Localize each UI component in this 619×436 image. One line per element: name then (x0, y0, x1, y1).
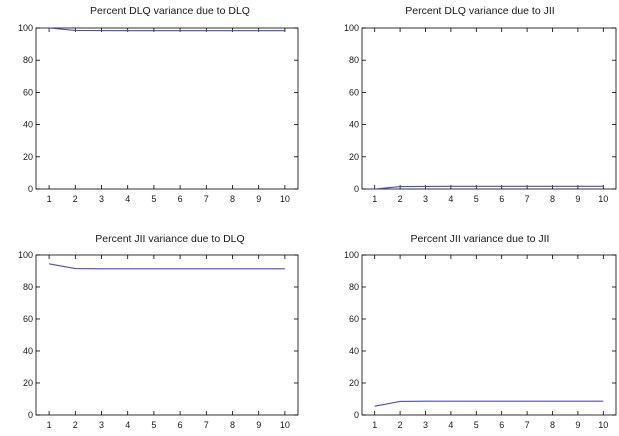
x-tick-label: 5 (474, 420, 479, 430)
x-tick-label: 1 (47, 194, 52, 204)
y-tick-labels: 0 20 40 60 80 100 (18, 250, 33, 420)
x-tick-label: 8 (230, 420, 235, 430)
y-tick-label: 60 (23, 87, 33, 97)
y-tick-label: 80 (23, 282, 33, 292)
x-tick-label: 1 (372, 194, 377, 204)
y-tick-label: 0 (28, 184, 33, 194)
tick-marks (362, 254, 616, 416)
x-tick-label: 9 (575, 194, 580, 204)
plot-frame (361, 254, 617, 416)
x-tick-label: 3 (99, 194, 104, 204)
x-tick-label: 1 (47, 420, 52, 430)
x-tick-label: 2 (398, 420, 403, 430)
y-tick-label: 20 (23, 378, 33, 388)
x-tick-label: 8 (230, 194, 235, 204)
y-tick-label: 40 (349, 120, 359, 130)
y-tick-label: 100 (18, 250, 33, 260)
x-tick-labels: 1 2 3 4 5 6 7 8 9 10 (372, 420, 608, 430)
panel-title: Percent DLQ variance due to DLQ (90, 5, 250, 17)
x-tick-label: 8 (550, 420, 555, 430)
series-line (49, 263, 285, 270)
tick-marks (36, 254, 298, 416)
x-tick-label: 9 (256, 420, 261, 430)
x-tick-label: 10 (598, 420, 608, 430)
x-tick-label: 3 (423, 420, 428, 430)
x-tick-label: 10 (280, 420, 290, 430)
y-tick-label: 40 (349, 346, 359, 356)
tick-marks (362, 27, 616, 190)
y-tick-label: 40 (23, 346, 33, 356)
x-tick-label: 5 (151, 420, 156, 430)
x-tick-label: 5 (151, 194, 156, 204)
x-tick-labels: 1 2 3 4 5 6 7 8 9 10 (47, 420, 290, 430)
panel-title: Percent JII variance due to JII (411, 233, 550, 245)
x-tick-label: 3 (99, 420, 104, 430)
panel-dlq-due-to-jii: Percent DLQ variance due to JII 0 20 40 … (344, 5, 617, 204)
y-tick-labels: 0 20 40 60 80 100 (344, 250, 359, 420)
x-tick-label: 7 (204, 420, 209, 430)
x-tick-label: 10 (280, 194, 290, 204)
x-tick-label: 3 (423, 194, 428, 204)
x-tick-label: 4 (125, 420, 130, 430)
y-tick-label: 20 (23, 152, 33, 162)
x-tick-label: 7 (525, 194, 530, 204)
series-line (49, 27, 285, 32)
y-tick-label: 80 (349, 282, 359, 292)
panel-jii-due-to-dlq: Percent JII variance due to DLQ 0 20 40 … (18, 233, 299, 430)
x-tick-label: 1 (372, 420, 377, 430)
y-tick-label: 20 (349, 378, 359, 388)
x-tick-labels: 1 2 3 4 5 6 7 8 9 10 (372, 194, 608, 204)
x-tick-label: 4 (125, 194, 130, 204)
y-tick-label: 60 (349, 87, 359, 97)
tick-marks (36, 27, 298, 190)
y-tick-label: 60 (23, 314, 33, 324)
x-tick-label: 6 (499, 420, 504, 430)
y-tick-label: 0 (354, 410, 359, 420)
panel-title: Percent DLQ variance due to JII (405, 5, 554, 17)
x-tick-label: 4 (448, 420, 453, 430)
y-tick-label: 100 (344, 23, 359, 33)
x-tick-label: 9 (256, 194, 261, 204)
y-tick-label: 0 (28, 410, 33, 420)
x-tick-label: 2 (73, 194, 78, 204)
y-tick-labels: 0 20 40 60 80 100 (344, 23, 359, 194)
series-line (374, 185, 604, 190)
plot-frame (35, 254, 299, 416)
x-tick-label: 10 (598, 194, 608, 204)
y-tick-label: 0 (354, 184, 359, 194)
x-tick-label: 6 (499, 194, 504, 204)
x-tick-labels: 1 2 3 4 5 6 7 8 9 10 (47, 194, 290, 204)
x-tick-label: 4 (448, 194, 453, 204)
x-tick-label: 6 (178, 420, 183, 430)
x-tick-label: 9 (575, 420, 580, 430)
y-tick-label: 100 (344, 250, 359, 260)
x-tick-label: 2 (73, 420, 78, 430)
x-tick-label: 8 (550, 194, 555, 204)
plot-frame (35, 27, 299, 190)
x-tick-label: 5 (474, 194, 479, 204)
y-tick-label: 80 (23, 55, 33, 65)
x-tick-label: 2 (398, 194, 403, 204)
x-tick-label: 7 (204, 194, 209, 204)
y-tick-label: 60 (349, 314, 359, 324)
panel-title: Percent JII variance due to DLQ (95, 233, 244, 245)
y-tick-label: 20 (349, 152, 359, 162)
panel-jii-due-to-jii: Percent JII variance due to JII 0 20 40 … (344, 233, 617, 430)
y-tick-label: 40 (23, 120, 33, 130)
x-tick-label: 7 (525, 420, 530, 430)
y-tick-label: 80 (349, 55, 359, 65)
y-tick-label: 100 (18, 23, 33, 33)
plot-frame (361, 27, 617, 190)
panel-dlq-due-to-dlq: Percent DLQ variance due to DLQ 0 20 40 … (18, 5, 299, 204)
x-tick-label: 6 (178, 194, 183, 204)
y-tick-labels: 0 20 40 60 80 100 (18, 23, 33, 194)
series-line (374, 400, 604, 407)
